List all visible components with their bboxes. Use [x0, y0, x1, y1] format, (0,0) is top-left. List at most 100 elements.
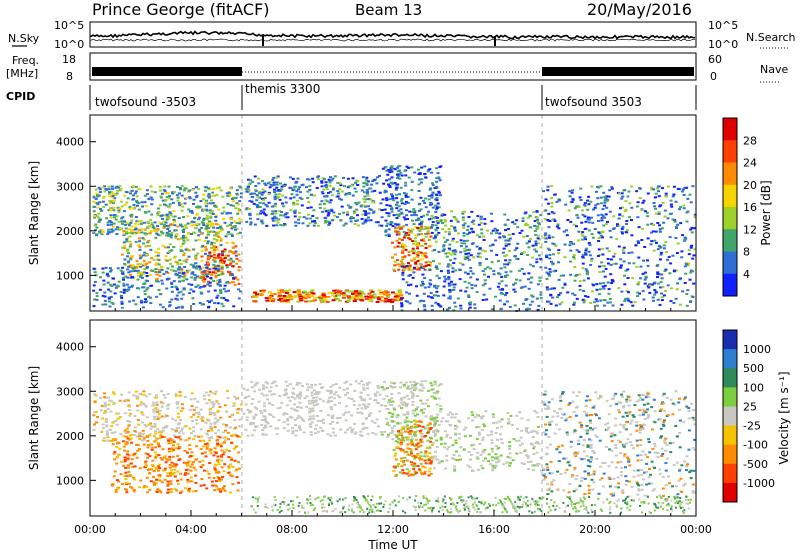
data-cell	[377, 385, 380, 387]
data-cell	[227, 438, 230, 440]
data-cell	[117, 267, 120, 269]
data-cell	[483, 239, 486, 241]
data-cell	[659, 246, 662, 248]
data-cell	[104, 300, 107, 302]
power-ylabel: Slant Range [km]	[27, 161, 41, 265]
data-cell	[138, 448, 141, 450]
data-cell	[166, 459, 169, 461]
data-cell	[226, 212, 229, 214]
data-cell	[154, 237, 157, 239]
data-cell	[216, 439, 219, 441]
data-cell	[424, 451, 427, 453]
data-cell	[210, 243, 213, 245]
data-cell	[298, 397, 301, 399]
data-cell	[420, 182, 423, 184]
data-cell	[221, 267, 224, 269]
data-cell	[208, 220, 211, 222]
data-cell	[448, 228, 451, 230]
data-cell	[294, 221, 297, 223]
data-cell	[440, 437, 443, 439]
data-cell	[386, 223, 389, 225]
data-cell	[612, 305, 615, 307]
data-cell	[110, 224, 113, 226]
data-cell	[94, 281, 97, 283]
data-cell	[435, 291, 438, 293]
data-cell	[656, 276, 659, 278]
data-cell	[264, 184, 267, 186]
data-cell	[221, 466, 224, 468]
data-cell	[149, 232, 152, 234]
data-cell	[215, 223, 218, 225]
data-cell	[246, 416, 249, 418]
data-cell	[505, 285, 508, 287]
data-cell	[211, 223, 214, 225]
data-cell	[251, 398, 254, 400]
data-cell	[658, 195, 661, 197]
data-cell	[309, 222, 312, 224]
data-cell	[407, 234, 410, 236]
data-cell	[368, 382, 371, 384]
data-cell	[355, 191, 358, 193]
data-cell	[327, 192, 330, 194]
data-cell	[203, 278, 206, 280]
data-cell	[159, 275, 162, 277]
data-cell	[546, 189, 549, 191]
data-cell	[310, 431, 313, 433]
data-cell	[524, 224, 527, 226]
data-cell	[256, 204, 259, 206]
data-cell	[192, 203, 195, 205]
data-cell	[553, 212, 556, 214]
data-cell	[173, 221, 176, 223]
data-cell	[312, 181, 315, 183]
data-cell	[203, 484, 206, 486]
data-cell	[425, 247, 428, 249]
freq-unit-label: [MHz]	[6, 67, 38, 80]
data-cell	[208, 473, 211, 475]
data-cell	[229, 427, 232, 429]
data-cell	[406, 265, 409, 267]
data-cell	[652, 224, 655, 226]
data-cell	[144, 212, 147, 214]
cpid-entry-3: twofsound 3503	[545, 95, 642, 109]
data-cell	[676, 224, 679, 226]
data-cell	[457, 233, 460, 235]
data-cell	[182, 239, 185, 241]
data-cell	[384, 405, 387, 407]
data-cell	[207, 273, 210, 275]
data-cell	[207, 240, 210, 242]
data-cell	[238, 222, 241, 224]
data-cell	[427, 390, 430, 392]
data-cell	[155, 280, 158, 282]
data-cell	[112, 202, 115, 204]
data-cell	[391, 401, 394, 403]
data-cell	[319, 398, 322, 400]
data-cell	[332, 299, 336, 301]
data-cell	[163, 224, 166, 226]
data-cell	[339, 429, 342, 431]
data-cell	[407, 385, 410, 387]
data-cell	[421, 221, 424, 223]
data-cell	[587, 296, 590, 298]
data-cell	[533, 249, 536, 251]
data-cell	[377, 221, 380, 223]
data-cell	[327, 224, 330, 226]
data-cell	[386, 408, 389, 410]
data-cell	[176, 407, 179, 409]
data-cell	[157, 443, 160, 445]
data-cell	[129, 222, 132, 224]
data-cell	[320, 200, 323, 202]
data-cell	[611, 280, 614, 282]
data-cell	[691, 258, 694, 260]
data-cell	[271, 185, 274, 187]
data-cell	[128, 415, 131, 417]
data-cell	[330, 408, 333, 410]
data-cell	[361, 190, 364, 192]
data-cell	[316, 403, 319, 405]
data-cell	[128, 483, 131, 485]
data-cell	[121, 271, 124, 273]
data-cell	[411, 240, 414, 242]
data-cell	[401, 266, 404, 268]
data-cell	[127, 431, 130, 433]
data-cell	[155, 394, 158, 396]
data-cell	[308, 400, 311, 402]
